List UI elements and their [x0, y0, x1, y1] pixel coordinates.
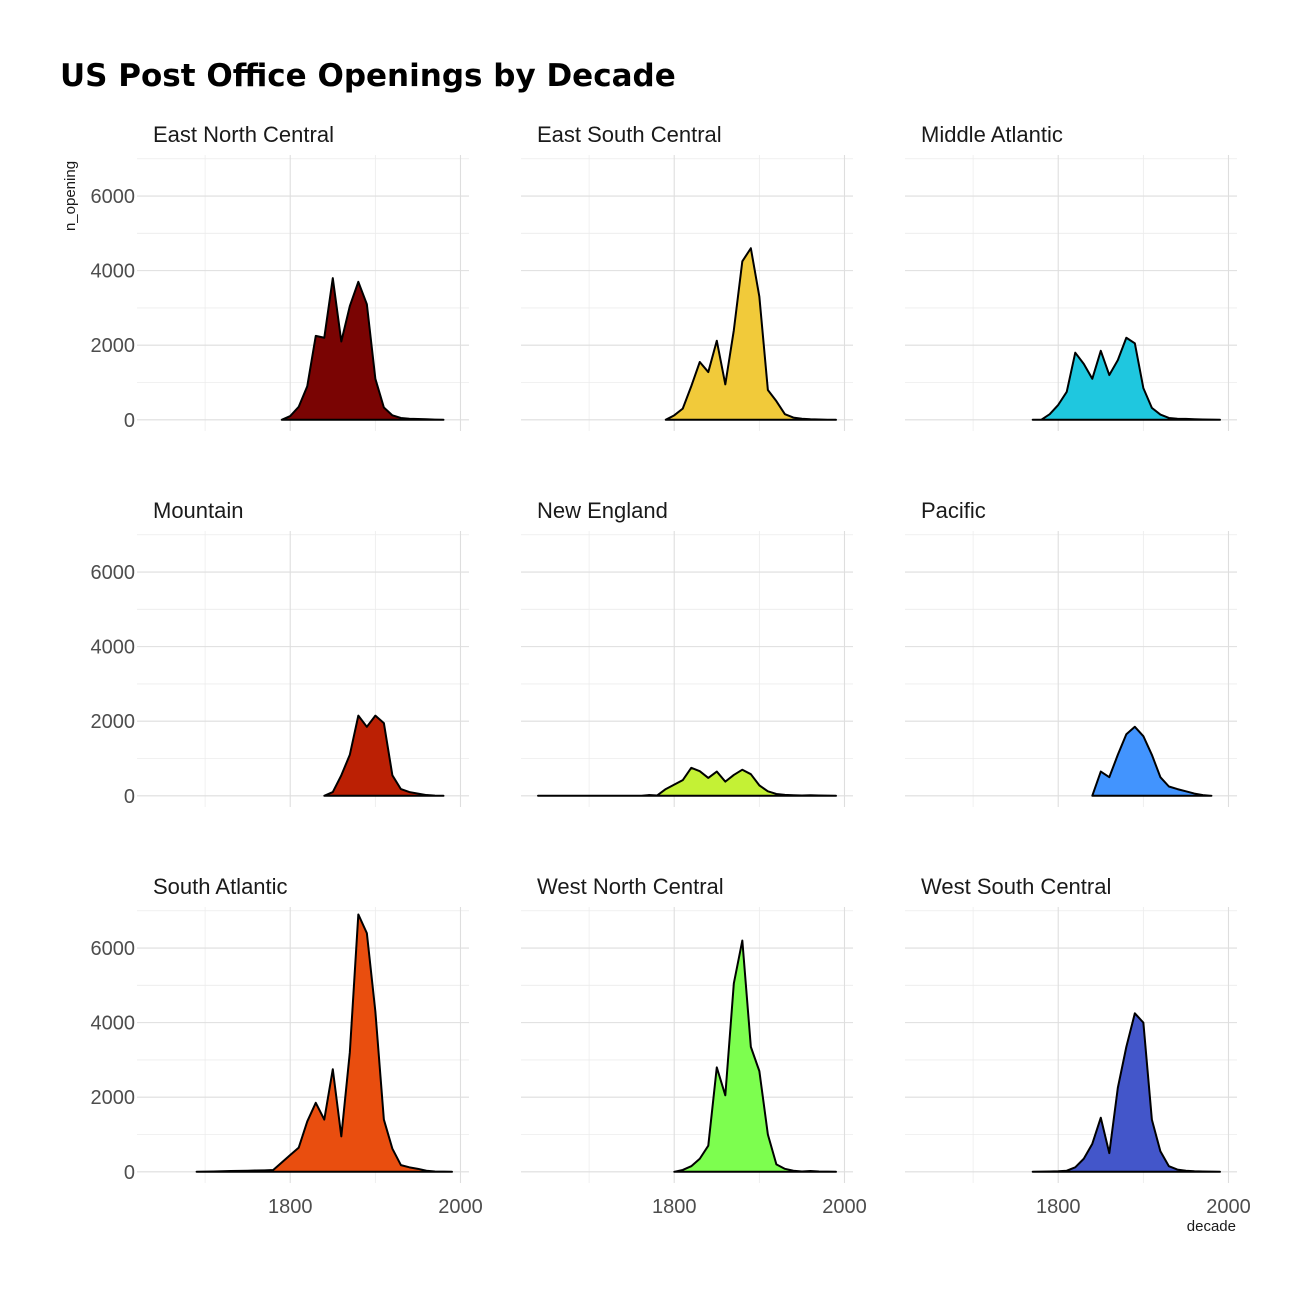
panel-east-south-central: East South Central [521, 122, 853, 431]
area-series-east-south-central [664, 247, 837, 421]
x-tick-label: 1800 [268, 1196, 313, 1218]
area-series-west-south-central [1031, 1012, 1221, 1173]
panel-title-middle-atlantic: Middle Atlantic [921, 122, 1063, 147]
x-tick-label: 2000 [438, 1196, 483, 1218]
panel-west-north-central: West North Central 1800 2000 [521, 874, 867, 1218]
y-tick-label: 2000 [91, 335, 136, 357]
facet-panels: East North Central 0 2000 4000 6000 East Sout… [91, 122, 1251, 1218]
panel-title-new-england: New England [537, 498, 668, 523]
area-series-new-england [537, 766, 837, 797]
area-series-middle-atlantic [1031, 336, 1221, 421]
panel-west-south-central: West South Central 1800 2000 [905, 874, 1251, 1218]
area-series-west-north-central [673, 939, 837, 1173]
panel-south-atlantic: South Atlantic 0 2000 4000 6000 1800 2000 [91, 874, 483, 1218]
panel-title-pacific: Pacific [921, 498, 986, 523]
panel-pacific: Pacific [905, 498, 1237, 807]
panel-title-west-north-central: West North Central [537, 874, 724, 899]
panel-title-east-north-central: East North Central [153, 122, 334, 147]
chart-title: US Post Office Openings by Decade [60, 58, 676, 94]
area-series-mountain [323, 714, 445, 797]
area-series-east-north-central [280, 277, 445, 421]
y-tick-label: 6000 [91, 938, 136, 960]
y-tick-label: 6000 [91, 562, 136, 584]
y-tick-label: 6000 [91, 186, 136, 208]
panel-new-england: New England [521, 498, 853, 807]
panel-middle-atlantic: Middle Atlantic [905, 122, 1237, 431]
area-series-south-atlantic [195, 913, 453, 1173]
y-axis-label: n_opening [62, 161, 79, 231]
panel-east-north-central: East North Central 0 2000 4000 6000 [91, 122, 469, 432]
y-tick-label: 0 [124, 1162, 135, 1184]
y-tick-label: 2000 [91, 711, 136, 733]
area-series-pacific [1091, 725, 1213, 797]
x-axis-label: decade [1187, 1218, 1236, 1235]
y-tick-label: 0 [124, 786, 135, 808]
panel-mountain: Mountain 0 2000 4000 6000 [91, 498, 469, 808]
panel-title-south-atlantic: South Atlantic [153, 874, 288, 899]
x-tick-label: 1800 [652, 1196, 697, 1218]
panel-title-east-south-central: East South Central [537, 122, 722, 147]
x-tick-label: 2000 [1206, 1196, 1251, 1218]
panel-title-west-south-central: West South Central [921, 874, 1111, 899]
x-tick-label: 1800 [1036, 1196, 1081, 1218]
y-tick-label: 0 [124, 410, 135, 432]
y-tick-label: 2000 [91, 1087, 136, 1109]
panel-title-mountain: Mountain [153, 498, 244, 523]
y-tick-label: 4000 [91, 637, 136, 659]
x-tick-label: 2000 [822, 1196, 867, 1218]
y-tick-label: 4000 [91, 261, 136, 283]
y-tick-label: 4000 [91, 1013, 136, 1035]
